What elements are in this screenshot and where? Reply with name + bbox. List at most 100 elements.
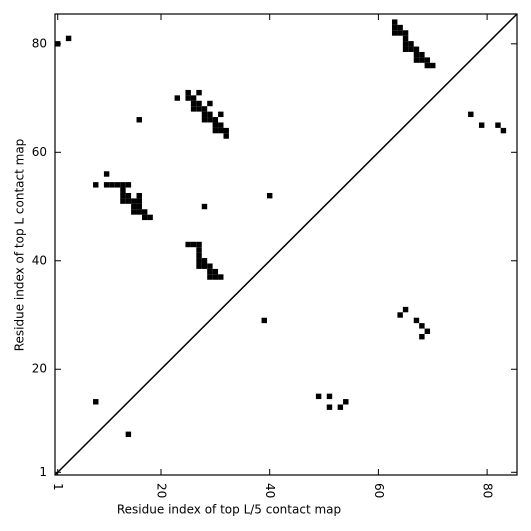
contact-point (218, 274, 224, 280)
y-tick-label: 60 (32, 145, 47, 159)
contact-point (120, 198, 126, 204)
contact-point (478, 122, 485, 128)
contact-point (207, 263, 213, 269)
contact-point (343, 399, 349, 405)
contact-point (141, 209, 148, 215)
contact-point (131, 198, 137, 204)
contact-point (424, 62, 431, 69)
contact-point (212, 117, 219, 123)
contact-point (424, 57, 431, 63)
contact-point (185, 89, 191, 96)
contact-point (413, 51, 420, 58)
contact-point (424, 328, 431, 334)
contact-point (218, 127, 224, 134)
contact-point (190, 100, 197, 107)
contact-point (136, 192, 142, 199)
contact-point (218, 111, 224, 118)
contact-point (261, 317, 267, 324)
contact-point (402, 30, 409, 36)
contact-point (468, 111, 474, 118)
contact-point (408, 41, 414, 47)
contact-point (196, 252, 202, 259)
contact-point (109, 182, 115, 188)
plot-frame (54, 13, 518, 476)
contact-point (207, 100, 213, 107)
contact-point (212, 268, 219, 275)
contact-point (125, 431, 132, 438)
contact-point (402, 35, 409, 42)
contact-point (419, 323, 425, 329)
contact-point (196, 263, 202, 269)
contact-point (103, 182, 110, 188)
contact-point (196, 247, 202, 253)
x-tick-label: 20 (154, 483, 168, 498)
contact-point (196, 258, 202, 264)
contact-point (141, 214, 148, 221)
contact-point (136, 203, 142, 210)
contact-point (337, 404, 344, 410)
contact-point (223, 127, 229, 134)
x-tick-label: 60 (372, 483, 386, 498)
y-tick-label: 40 (32, 253, 47, 267)
contact-point (397, 24, 403, 31)
contact-point (185, 241, 191, 248)
diagonal (54, 13, 518, 476)
contact-point (131, 209, 137, 215)
contact-point (207, 274, 213, 280)
contact-point (495, 122, 501, 128)
contact-point (391, 30, 398, 36)
contact-point (201, 203, 208, 210)
contact-point (402, 41, 409, 47)
contact-point (201, 258, 208, 264)
contact-point (201, 117, 208, 123)
contact-point (391, 19, 398, 25)
contact-point (201, 263, 208, 269)
contact-point (397, 30, 403, 36)
contact-point (413, 46, 420, 52)
contact-point (120, 187, 126, 193)
contact-point (125, 192, 132, 199)
contact-point (103, 171, 110, 177)
x-axis-label: Residue index of top L/5 contact map (117, 503, 341, 517)
y-tick-label: 80 (32, 36, 47, 50)
contact-point (93, 399, 99, 405)
contact-point (201, 106, 208, 112)
x-tick-label: 1 (51, 483, 65, 491)
contact-point (266, 192, 273, 199)
contact-point (196, 106, 202, 112)
contact-point (223, 133, 229, 139)
contact-point (185, 95, 191, 101)
y-tick-label: 20 (32, 362, 47, 376)
contact-point (207, 117, 213, 123)
contact-point (419, 57, 425, 63)
contact-point (93, 182, 99, 188)
contact-point (408, 46, 414, 52)
contact-point (190, 95, 197, 101)
x-tick-label: 80 (481, 483, 495, 498)
contact-point (190, 241, 197, 248)
contact-point (419, 51, 425, 58)
contact-point (326, 404, 333, 410)
contact-point (196, 100, 202, 107)
contact-point (218, 122, 224, 128)
contact-point (174, 95, 181, 101)
contact-point (391, 24, 398, 31)
contact-point (196, 241, 202, 248)
contact-point (131, 203, 137, 210)
contact-point (413, 57, 420, 63)
contact-point (315, 393, 322, 400)
contact-point (65, 35, 72, 42)
contact-point (207, 111, 213, 118)
contact-point (207, 268, 213, 275)
contact-point (114, 182, 121, 188)
contact-point (120, 192, 126, 199)
contact-point (201, 111, 208, 118)
y-axis-label: Residue index of top L contact map (13, 139, 27, 352)
x-tick-label: 40 (263, 483, 277, 498)
contact-point (212, 127, 219, 134)
contact-point (500, 127, 507, 134)
contact-point (430, 62, 436, 69)
contact-point (413, 317, 420, 324)
contact-point (147, 214, 153, 221)
